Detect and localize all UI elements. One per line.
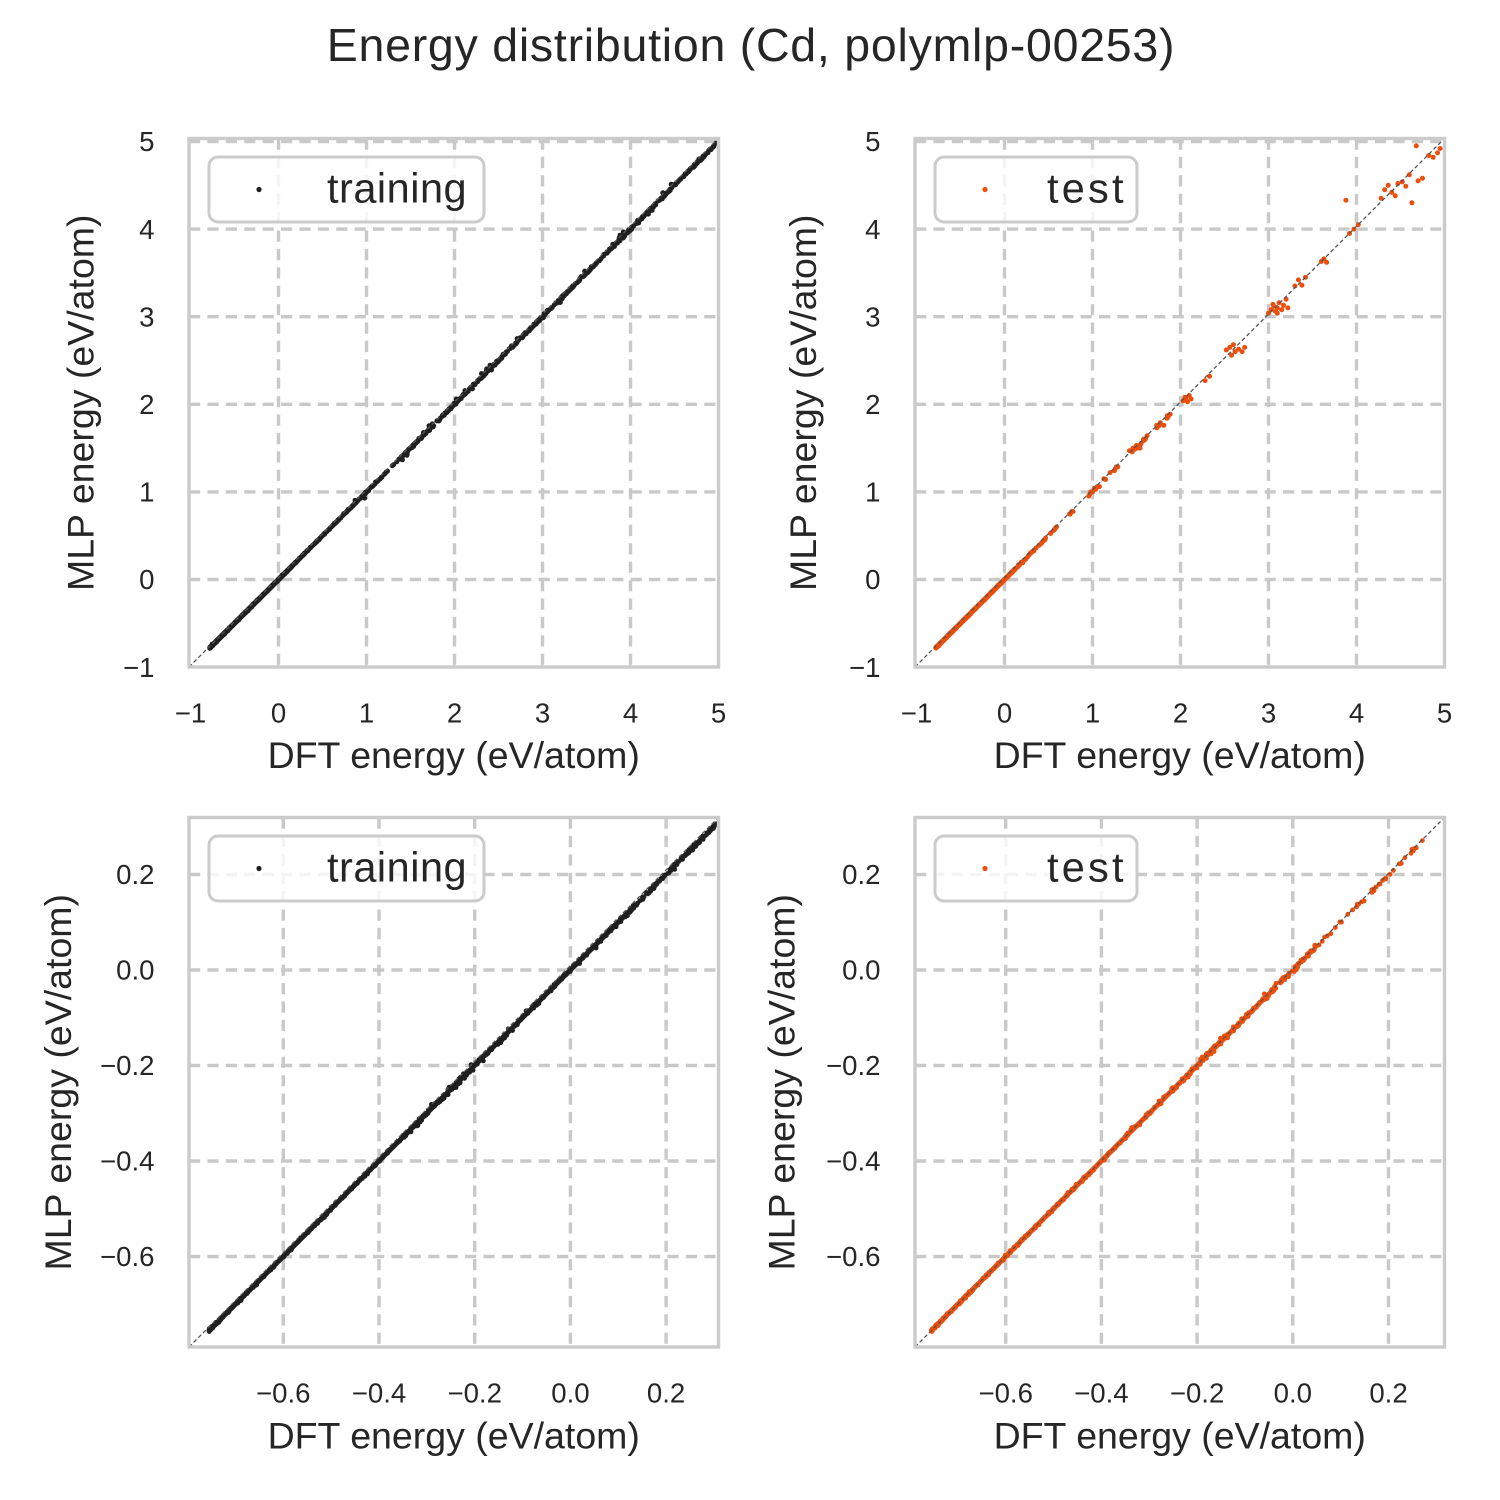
svg-text:−0.6: −0.6: [826, 1241, 880, 1272]
svg-text:−1: −1: [901, 698, 932, 729]
svg-text:test: test: [1047, 165, 1127, 212]
svg-text:0: 0: [997, 698, 1012, 729]
svg-text:−0.6: −0.6: [256, 1378, 310, 1409]
svg-text:1: 1: [359, 698, 374, 729]
svg-text:3: 3: [865, 301, 880, 332]
svg-text:0: 0: [139, 564, 154, 595]
svg-text:0.0: 0.0: [116, 955, 154, 986]
svg-text:3: 3: [535, 698, 550, 729]
svg-text:−1: −1: [175, 698, 206, 729]
svg-text:5: 5: [865, 126, 880, 157]
svg-text:−0.2: −0.2: [1170, 1378, 1224, 1409]
svg-text:0.2: 0.2: [842, 859, 880, 890]
svg-text:−0.2: −0.2: [826, 1050, 880, 1081]
svg-text:−0.4: −0.4: [100, 1146, 154, 1177]
svg-text:−0.4: −0.4: [352, 1378, 406, 1409]
svg-text:−0.4: −0.4: [1074, 1378, 1128, 1409]
svg-text:4: 4: [1349, 698, 1364, 729]
svg-text:0.2: 0.2: [116, 859, 154, 890]
svg-text:5: 5: [711, 698, 726, 729]
svg-text:1: 1: [1085, 698, 1100, 729]
svg-text:2: 2: [139, 389, 154, 420]
svg-text:5: 5: [139, 126, 154, 157]
svg-text:4: 4: [865, 214, 880, 245]
svg-text:−0.4: −0.4: [826, 1146, 880, 1177]
svg-text:−0.2: −0.2: [100, 1050, 154, 1081]
svg-text:test: test: [1047, 844, 1127, 891]
svg-text:5: 5: [1437, 698, 1452, 729]
svg-text:−0.2: −0.2: [447, 1378, 501, 1409]
svg-text:0.0: 0.0: [842, 955, 880, 986]
svg-text:4: 4: [139, 214, 154, 245]
svg-text:DFT energy (eV/atom): DFT energy (eV/atom): [268, 734, 640, 776]
svg-text:0.2: 0.2: [1369, 1378, 1407, 1409]
svg-text:MLP energy (eV/atom): MLP energy (eV/atom): [761, 894, 803, 1271]
svg-text:0: 0: [271, 698, 286, 729]
svg-text:DFT energy (eV/atom): DFT energy (eV/atom): [994, 734, 1366, 776]
svg-text:2: 2: [865, 389, 880, 420]
svg-text:0: 0: [865, 564, 880, 595]
svg-text:4: 4: [623, 698, 638, 729]
svg-text:3: 3: [1261, 698, 1276, 729]
svg-text:1: 1: [865, 477, 880, 508]
svg-text:3: 3: [139, 301, 154, 332]
svg-text:0.2: 0.2: [647, 1378, 685, 1409]
svg-text:training: training: [327, 844, 467, 891]
svg-text:0.0: 0.0: [1274, 1378, 1312, 1409]
svg-text:DFT energy (eV/atom): DFT energy (eV/atom): [268, 1415, 640, 1457]
svg-text:MLP energy (eV/atom): MLP energy (eV/atom): [782, 214, 824, 591]
svg-text:training: training: [327, 165, 467, 212]
svg-text:−1: −1: [849, 652, 880, 683]
svg-text:Energy distribution (Cd, polym: Energy distribution (Cd, polymlp-00253): [327, 19, 1176, 71]
svg-text:MLP energy (eV/atom): MLP energy (eV/atom): [60, 214, 102, 591]
svg-text:MLP energy (eV/atom): MLP energy (eV/atom): [37, 894, 79, 1271]
svg-text:2: 2: [447, 698, 462, 729]
svg-text:−1: −1: [123, 652, 154, 683]
svg-text:2: 2: [1173, 698, 1188, 729]
svg-text:0.0: 0.0: [551, 1378, 589, 1409]
svg-text:−0.6: −0.6: [100, 1241, 154, 1272]
svg-text:1: 1: [139, 477, 154, 508]
svg-text:−0.6: −0.6: [978, 1378, 1032, 1409]
svg-text:DFT energy (eV/atom): DFT energy (eV/atom): [994, 1415, 1366, 1457]
